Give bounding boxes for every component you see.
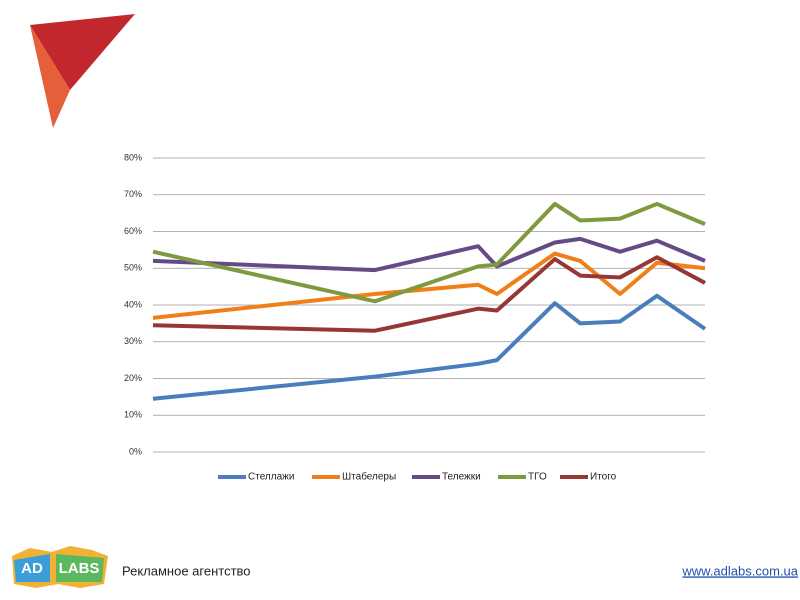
adlabs-logo: AD LABS <box>12 546 108 588</box>
series-line <box>152 236 706 273</box>
series-line <box>152 293 707 401</box>
logo-shape <box>30 25 70 128</box>
logo-text: LABS <box>59 560 100 577</box>
series-line <box>152 201 706 304</box>
y-tick-label: 40% <box>124 299 142 309</box>
legend-label: Итого <box>590 472 617 483</box>
y-tick-label: 30% <box>124 336 142 346</box>
logo-text: AD <box>21 560 43 577</box>
legend-label: Штабелеры <box>342 471 396 483</box>
legend-label: Тележки <box>442 472 481 483</box>
y-tick-label: 50% <box>124 263 142 273</box>
y-tick-label: 80% <box>124 152 142 162</box>
legend-label: ТГО <box>528 472 547 483</box>
url[interactable]: www.adlabs.com.ua <box>681 563 798 578</box>
y-tick-label: 10% <box>124 410 142 420</box>
y-tick-label: 0% <box>129 446 142 456</box>
y-tick-label: 70% <box>124 189 142 199</box>
logo-bg <box>56 554 104 582</box>
logo-bg <box>14 554 50 582</box>
legend-label: Стеллажи <box>248 472 294 483</box>
y-tick-label: 20% <box>124 373 142 383</box>
caption: Рекламное агентство <box>122 563 251 578</box>
logo-shape <box>30 14 135 90</box>
series-line <box>152 255 706 333</box>
y-tick-label: 60% <box>124 226 142 236</box>
